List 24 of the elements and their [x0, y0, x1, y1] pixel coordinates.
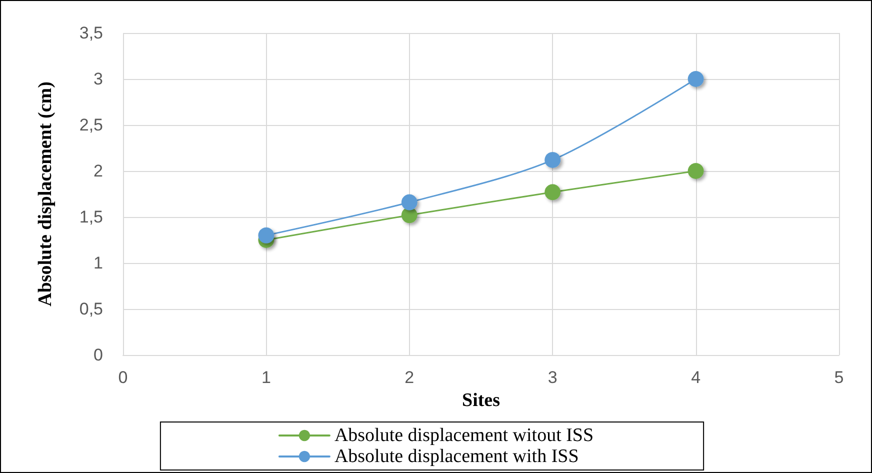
y-axis-title: Absolute displacement (cm) — [35, 82, 56, 306]
x-tick-label: 2 — [404, 368, 414, 387]
y-tick-label: 0 — [94, 346, 103, 364]
x-tick-label: 4 — [691, 368, 701, 387]
point — [688, 71, 704, 87]
y-tick-label: 0,5 — [79, 300, 103, 318]
y-tick-label: 3,5 — [79, 24, 103, 42]
x-tick-label: 0 — [118, 368, 128, 387]
legend-label: Absolute displacement witout ISS — [334, 425, 594, 446]
y-tick-label: 2 — [94, 162, 103, 180]
legend-label: Absolute displacement with ISS — [334, 446, 579, 467]
point — [688, 163, 704, 179]
y-tick-label: 1 — [94, 254, 103, 272]
y-tick-label: 2,5 — [79, 116, 103, 134]
x-tick-label: 1 — [261, 368, 271, 387]
x-tick-label: 3 — [548, 368, 558, 387]
point — [544, 152, 561, 168]
point — [258, 227, 274, 244]
x-axis-title: Sites — [462, 390, 500, 411]
point — [544, 184, 561, 200]
point — [401, 194, 418, 210]
y-tick-label: 3 — [94, 70, 103, 88]
y-tick-label: 1,5 — [79, 208, 103, 226]
x-tick-label: 5 — [834, 368, 844, 387]
